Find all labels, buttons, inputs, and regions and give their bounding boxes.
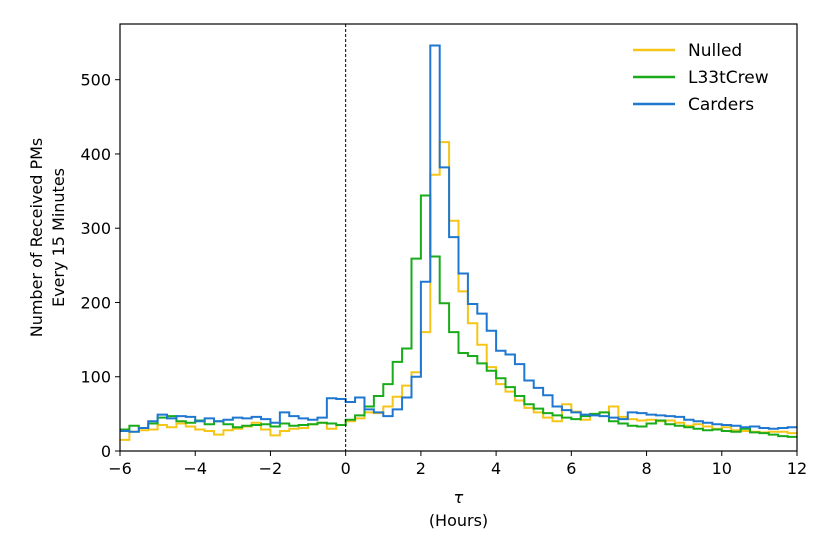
y-axis-label: Number of Received PMs Every 15 Minutes xyxy=(27,138,68,338)
x-tick-label: 4 xyxy=(491,459,501,478)
series-line-nulled xyxy=(120,141,797,441)
y-tick-label: 100 xyxy=(80,368,111,387)
y-axis-label-line2: Every 15 Minutes xyxy=(49,168,68,307)
x-tick-label: 0 xyxy=(341,459,351,478)
legend-label-nulled: Nulled xyxy=(688,41,742,61)
y-tick-label: 300 xyxy=(80,219,111,238)
legend-label-l33tcrew: L33tCrew xyxy=(688,68,769,88)
x-tick-label: 8 xyxy=(641,459,651,478)
x-tick-label: −4 xyxy=(183,459,207,478)
legend: Nulled L33tCrew Carders xyxy=(633,41,769,115)
series-line-l33tcrew xyxy=(120,194,797,438)
series-line-carders xyxy=(120,44,797,433)
y-axis-label-line1: Number of Received PMs xyxy=(27,138,46,338)
plot-frame xyxy=(119,23,798,452)
x-tick-label: 10 xyxy=(712,459,732,478)
y-tick-label: 200 xyxy=(80,293,111,312)
x-tick-label: 2 xyxy=(416,459,426,478)
x-tick-label: 6 xyxy=(566,459,576,478)
x-tick-label: −2 xyxy=(259,459,283,478)
y-tick-label: 0 xyxy=(101,442,111,461)
x-axis-label-symbol: τ xyxy=(454,488,464,507)
legend-label-carders: Carders xyxy=(688,95,754,115)
x-tick-label: −6 xyxy=(108,459,132,478)
y-tick-label: 400 xyxy=(80,145,111,164)
x-axis: −6 −4 −2 0 2 4 6 8 10 12 xyxy=(108,451,807,478)
x-axis-label-unit: (Hours) xyxy=(429,511,488,530)
x-tick-label: 12 xyxy=(787,459,807,478)
series-layer xyxy=(120,44,797,441)
y-tick-label: 500 xyxy=(80,71,111,90)
y-axis: 0 100 200 300 400 500 xyxy=(80,71,120,461)
